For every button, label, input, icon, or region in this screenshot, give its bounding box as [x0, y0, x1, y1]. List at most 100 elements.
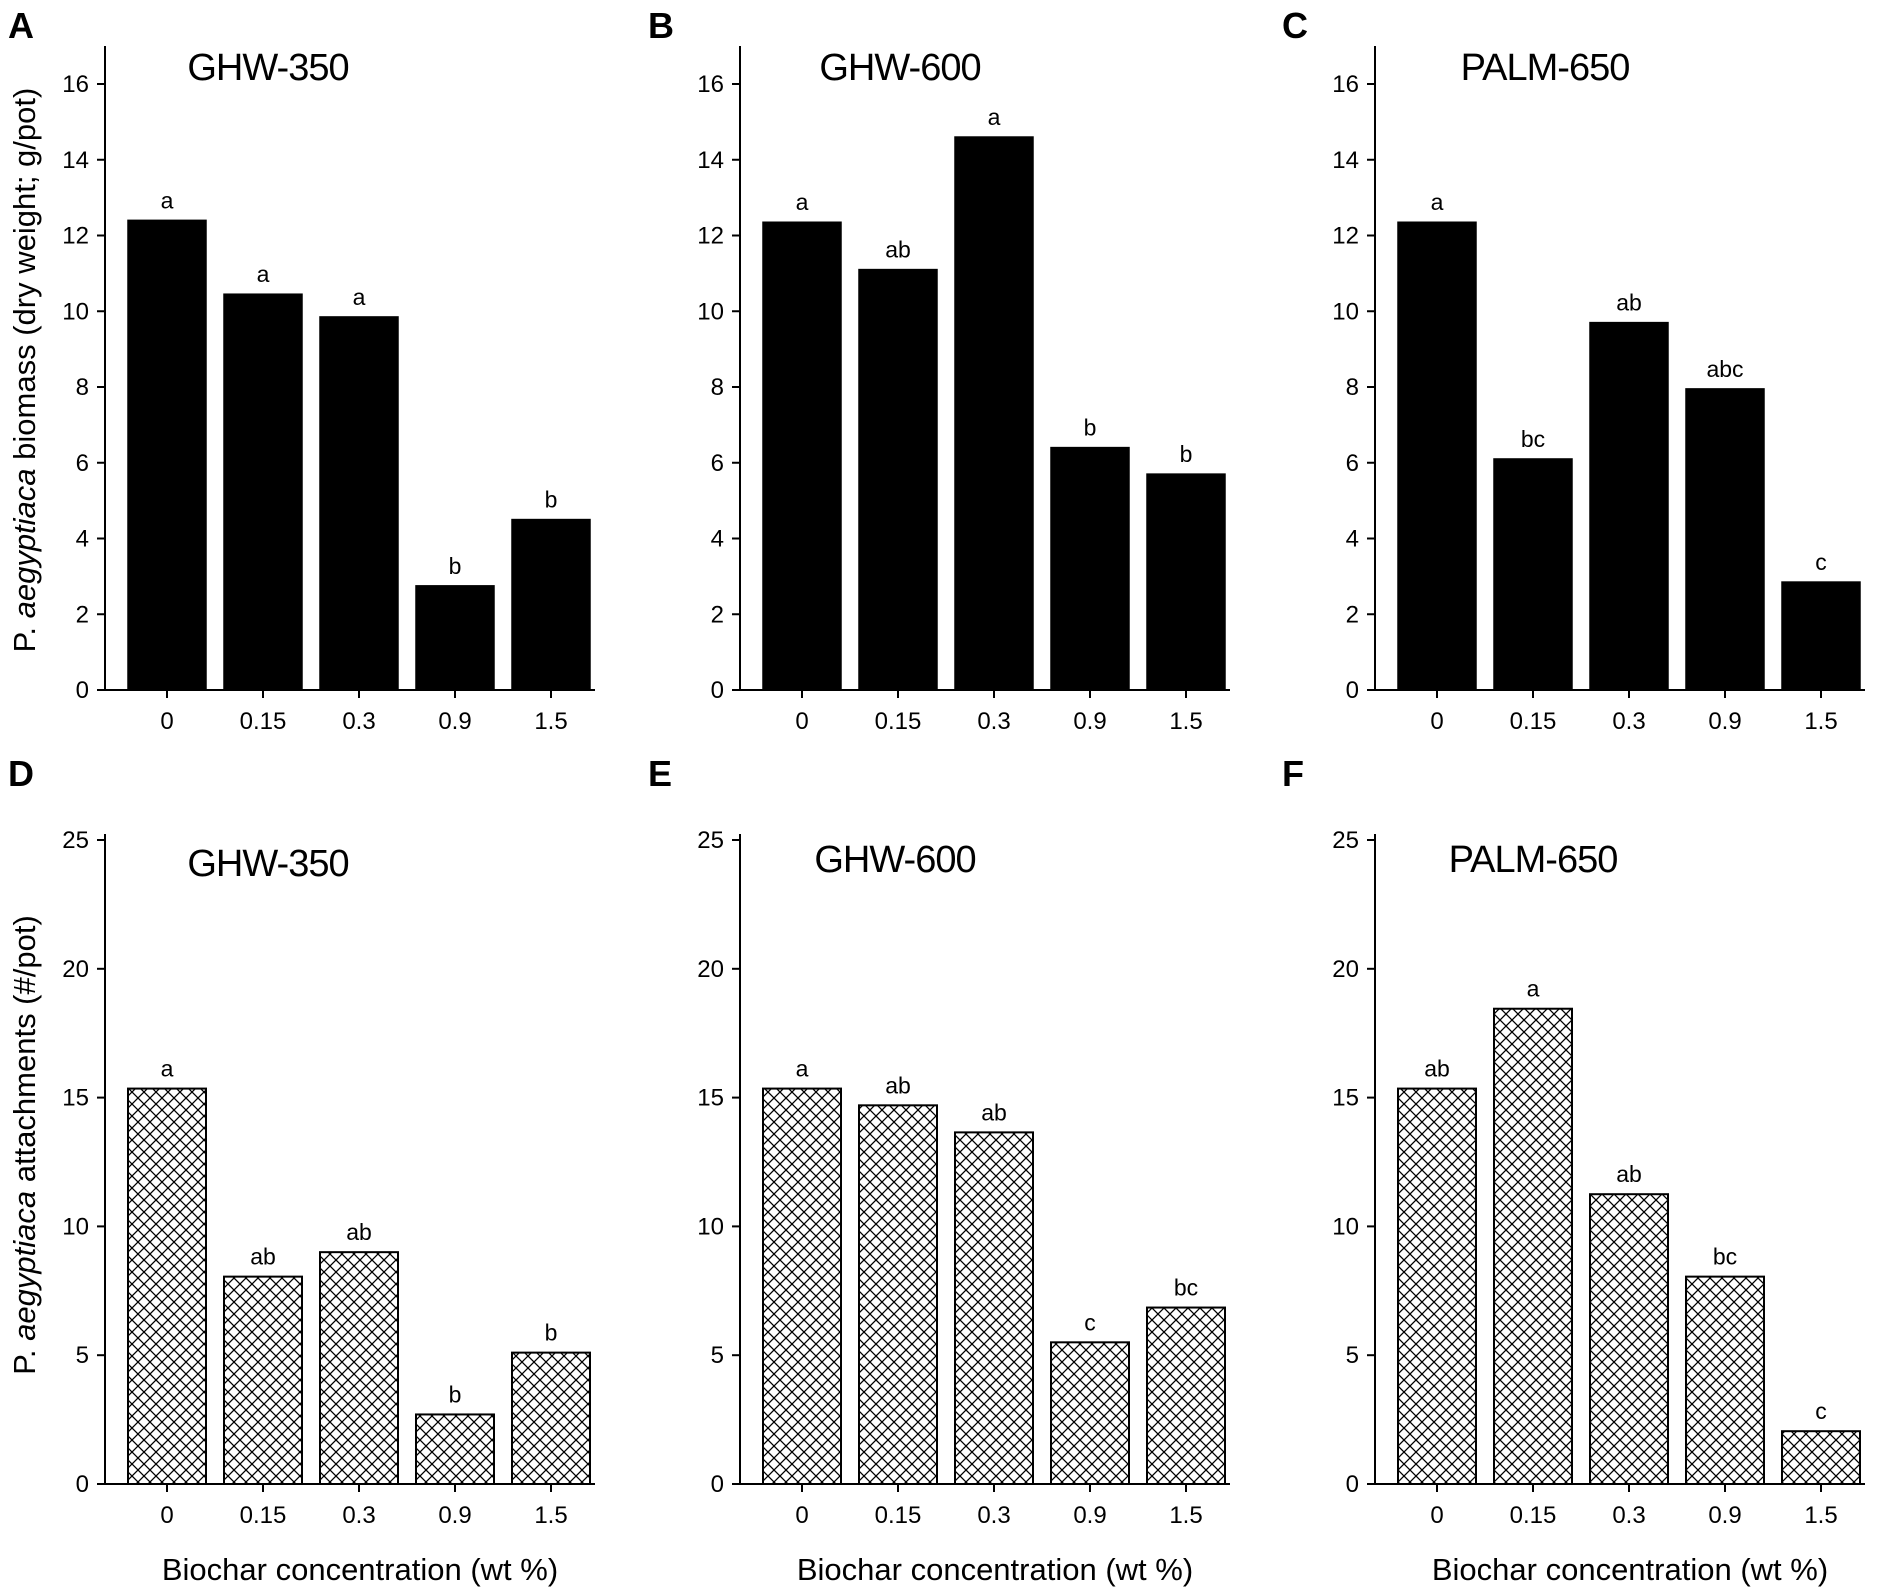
y-tick-label-b: 12 [697, 223, 724, 250]
y-tick-label-b: 14 [697, 147, 724, 174]
x-tick-label-a: 1.5 [534, 708, 567, 735]
panel-title-e: GHW-600 [814, 839, 975, 881]
bar-f-3 [1685, 1275, 1765, 1485]
bar-c-1 [1493, 458, 1573, 691]
y-tick-label-d: 10 [62, 1213, 89, 1240]
significance-label-a: a [161, 187, 174, 213]
y-tick-label-e: 20 [697, 956, 724, 983]
y-tick-label-b: 2 [711, 601, 724, 628]
significance-label-d: ab [250, 1244, 276, 1270]
y-tick-label-b: 6 [711, 450, 724, 477]
bar-e-3 [1050, 1341, 1130, 1485]
y-tick-label-a: 4 [76, 526, 89, 553]
x-tick-label-e: 0 [795, 1502, 808, 1529]
significance-label-d: a [161, 1056, 174, 1082]
bar-d-2 [319, 1251, 399, 1486]
y-axis-title-a: P. aegyptiaca biomass (dry weight; g/pot… [7, 88, 42, 653]
y-tick-label-f: 0 [1346, 1471, 1359, 1498]
x-axis-title-d: Biochar concentration (wt %) [162, 1552, 558, 1587]
y-tick-label-d: 25 [62, 827, 89, 854]
x-tick-label-f: 1.5 [1804, 1502, 1837, 1529]
bar-f-4 [1781, 1430, 1861, 1486]
significance-label-c: bc [1521, 426, 1545, 452]
y-tick-label-f: 25 [1332, 827, 1359, 854]
x-tick-label-a: 0 [160, 708, 173, 735]
significance-label-e: c [1084, 1309, 1096, 1335]
x-tick-label-b: 0.3 [977, 708, 1010, 735]
panel-title-f: PALM-650 [1449, 839, 1618, 881]
significance-label-d: ab [346, 1219, 372, 1245]
bar-a-3 [415, 585, 495, 691]
y-tick-label-c: 16 [1332, 71, 1359, 98]
x-tick-label-f: 0 [1430, 1502, 1443, 1529]
y-axis-title-d: P. aegyptiaca attachments (#/pot) [7, 915, 42, 1375]
panel-letter-f: F [1282, 753, 1304, 794]
panel-title-d: GHW-350 [187, 843, 348, 885]
panel-letter-d: D [8, 753, 34, 794]
significance-label-a: a [257, 261, 270, 287]
bar-a-2 [319, 316, 399, 691]
y-tick-label-e: 25 [697, 827, 724, 854]
significance-label-b: a [796, 189, 809, 215]
y-tick-label-c: 12 [1332, 223, 1359, 250]
x-tick-label-c: 0 [1430, 708, 1443, 735]
significance-label-f: a [1527, 976, 1540, 1002]
x-tick-label-d: 1.5 [534, 1502, 567, 1529]
y-tick-label-f: 15 [1332, 1085, 1359, 1112]
significance-label-d: b [545, 1320, 558, 1346]
x-tick-label-e: 0.15 [875, 1502, 922, 1529]
bar-b-3 [1050, 446, 1130, 691]
x-tick-label-c: 0.9 [1708, 708, 1741, 735]
x-tick-label-a: 0.3 [342, 708, 375, 735]
significance-label-c: ab [1616, 290, 1642, 316]
bar-e-0 [762, 1087, 842, 1485]
significance-label-d: b [449, 1381, 462, 1407]
panel-title-a: GHW-350 [187, 47, 348, 89]
y-tick-label-a: 16 [62, 71, 89, 98]
y-tick-label-e: 15 [697, 1085, 724, 1112]
bar-c-2 [1589, 321, 1669, 691]
bar-a-4 [511, 518, 591, 691]
y-tick-label-e: 0 [711, 1471, 724, 1498]
significance-label-f: ab [1424, 1056, 1450, 1082]
x-tick-label-d: 0.15 [240, 1502, 287, 1529]
y-tick-label-f: 10 [1332, 1213, 1359, 1240]
bar-e-4 [1146, 1306, 1226, 1485]
y-tick-label-d: 5 [76, 1342, 89, 1369]
x-tick-label-b: 0 [795, 708, 808, 735]
bar-b-0 [762, 221, 842, 691]
x-tick-label-b: 0.9 [1073, 708, 1106, 735]
x-tick-label-e: 1.5 [1169, 1502, 1202, 1529]
bar-b-1 [858, 268, 938, 691]
y-tick-label-c: 10 [1332, 298, 1359, 325]
bar-e-2 [954, 1131, 1034, 1485]
panel-letter-e: E [648, 753, 672, 794]
significance-label-a: b [449, 553, 462, 579]
y-tick-label-b: 0 [711, 677, 724, 704]
panel-title-b: GHW-600 [819, 47, 980, 89]
y-tick-label-b: 4 [711, 526, 724, 553]
x-tick-label-f: 0.9 [1708, 1502, 1741, 1529]
y-tick-label-a: 8 [76, 374, 89, 401]
bar-e-1 [858, 1104, 938, 1485]
y-tick-label-e: 10 [697, 1213, 724, 1240]
x-tick-label-b: 0.15 [875, 708, 922, 735]
y-tick-label-d: 20 [62, 956, 89, 983]
x-tick-label-a: 0.9 [438, 708, 471, 735]
bar-d-4 [511, 1351, 591, 1486]
x-tick-label-d: 0 [160, 1502, 173, 1529]
y-tick-label-c: 0 [1346, 677, 1359, 704]
y-tick-label-a: 6 [76, 450, 89, 477]
x-tick-label-d: 0.9 [438, 1502, 471, 1529]
significance-label-f: c [1815, 1398, 1827, 1424]
x-axis-title-f: Biochar concentration (wt %) [1432, 1552, 1828, 1587]
significance-label-b: a [988, 104, 1001, 130]
y-tick-label-a: 10 [62, 298, 89, 325]
x-tick-label-b: 1.5 [1169, 708, 1202, 735]
bar-b-4 [1146, 473, 1226, 691]
significance-label-c: abc [1706, 356, 1743, 382]
y-tick-label-c: 2 [1346, 601, 1359, 628]
y-tick-label-a: 0 [76, 677, 89, 704]
significance-label-f: ab [1616, 1161, 1642, 1187]
y-tick-label-c: 6 [1346, 450, 1359, 477]
